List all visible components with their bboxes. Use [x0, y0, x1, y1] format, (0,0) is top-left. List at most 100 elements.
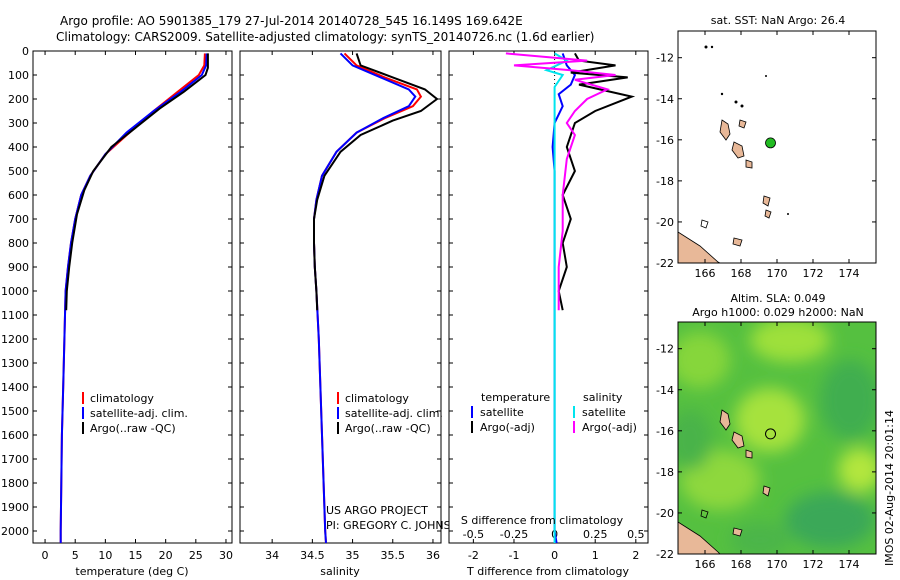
legend-label-satellite: satellite-adj. clim. — [345, 407, 443, 420]
new-caledonia-land — [678, 521, 721, 554]
islet — [720, 92, 724, 96]
salinity-axis-ticks: 34 34.5 35 35.5 36 — [265, 51, 440, 562]
sst-latitude-ticks: -12 -14 -16 -18 -20 -22 — [656, 52, 876, 270]
depth-tick-label: 400 — [8, 141, 29, 154]
depth-tick-label: 900 — [8, 261, 29, 274]
temperature-axes — [32, 50, 233, 544]
salinity-depth-ticks — [240, 50, 441, 532]
latitude-tick-label: -18 — [656, 175, 674, 188]
latitude-tick-label: -18 — [656, 466, 674, 479]
depth-tick-label: 700 — [8, 213, 29, 226]
longitude-tick-label: 172 — [803, 558, 824, 571]
temperature-tick-label: 30 — [219, 549, 233, 562]
latitude-tick-label: -20 — [656, 216, 674, 229]
island — [745, 159, 753, 169]
depth-tick-label: 1700 — [1, 453, 29, 466]
latitude-tick-label: -12 — [656, 52, 674, 65]
longitude-tick-label: 166 — [695, 558, 716, 571]
reef — [700, 509, 709, 519]
sla-map-panel: Altim. SLA: 0.049 Argo h1000: 0.029 h200… — [656, 292, 877, 571]
longitude-tick-label: 174 — [839, 558, 860, 571]
latitude-tick-label: -20 — [656, 507, 674, 520]
t-difference-tick-label: 2 — [632, 549, 639, 562]
latitude-tick-label: -16 — [656, 134, 674, 147]
island — [762, 485, 771, 497]
depth-tick-label: 1500 — [1, 405, 29, 418]
legend-label-climatology: climatology — [90, 392, 154, 405]
s-difference-tick-label: -0.25 — [500, 528, 528, 541]
legend-title-salinity: salinity — [583, 391, 623, 404]
sst-map-title: sat. SST: NaN Argo: 26.4 — [711, 14, 845, 27]
temperature-tick-label: 5 — [72, 549, 79, 562]
temperature-tick-label: 15 — [129, 549, 143, 562]
imos-timestamp: IMOS 02-Aug-2014 20:01:14 — [883, 410, 896, 566]
s-difference-xlabel: S difference from climatology — [461, 514, 624, 527]
latitude-tick-label: -14 — [656, 93, 674, 106]
figure-title-line1: Argo profile: AO 5901385_179 27-Jul-2014… — [60, 14, 523, 28]
difference-lines — [505, 52, 636, 544]
temperature-tick-label: 20 — [159, 549, 173, 562]
pi-label: PI: GREGORY C. JOHNSON — [326, 519, 467, 532]
float-position-marker — [765, 428, 777, 440]
difference-legend: temperature salinity satellite Argo(-adj… — [471, 391, 637, 434]
reef — [700, 219, 709, 229]
t-difference-tick-label: 0 — [551, 549, 558, 562]
latitude-tick-label: -16 — [656, 425, 674, 438]
sla-field-texture — [678, 322, 876, 554]
depth-tick-label: 600 — [8, 189, 29, 202]
temperature-axis-ticks: 0 5 10 15 20 25 30 — [42, 51, 233, 562]
sla-latitude-ticks: -12 -14 -16 -18 -20 -22 — [656, 343, 876, 561]
sst-map-background — [678, 31, 876, 263]
island — [732, 237, 743, 247]
salinity-tick-label: 35 — [346, 549, 360, 562]
salinity-legend: climatology satellite-adj. clim. Argo(..… — [337, 392, 443, 435]
salinity-panel: 34 34.5 35 35.5 36 salinity climatology sate… — [239, 50, 467, 578]
sla-map-title-line2: Argo h1000: 0.029 h2000: NaN — [692, 306, 864, 319]
island — [719, 409, 731, 431]
legend-label-satellite: satellite-adj. clim. — [90, 407, 188, 420]
temperature-lines — [59, 53, 209, 543]
series-line-s-argo-adj- — [505, 52, 616, 311]
legend-label-t-satellite: satellite — [480, 406, 524, 419]
series-line-argo-raw-qc- — [65, 53, 209, 311]
salinity-axes — [239, 50, 442, 544]
salinity-xlabel: salinity — [320, 565, 360, 578]
islet — [734, 100, 738, 104]
island — [731, 141, 745, 159]
series-line-t-argo-adj- — [557, 52, 636, 311]
longitude-tick-label: 172 — [803, 267, 824, 280]
islet — [787, 213, 789, 215]
t-difference-axis-ticks: -2 -1 0 1 2 — [468, 51, 639, 562]
salinity-tick-label: 35.5 — [381, 549, 406, 562]
longitude-tick-label: 168 — [731, 267, 752, 280]
project-label: US ARGO PROJECT — [326, 504, 428, 517]
depth-tick-label: 500 — [8, 165, 29, 178]
sst-map-coast — [678, 45, 789, 263]
depth-tick-label: 200 — [8, 93, 29, 106]
depth-tick-label: 2000 — [1, 525, 29, 538]
latitude-tick-label: -22 — [656, 257, 674, 270]
salinity-tick-label: 36 — [426, 549, 440, 562]
sla-heatmap — [678, 322, 876, 554]
s-difference-tick-label: -0.5 — [463, 528, 484, 541]
temperature-tick-label: 10 — [98, 549, 112, 562]
difference-panel: -2 -1 0 1 2 -0.5 -0.25 0 0.25 0.5 S difference f… — [448, 50, 649, 578]
t-difference-tick-label: 1 — [592, 549, 599, 562]
islet — [710, 45, 714, 49]
latitude-tick-label: -14 — [656, 384, 674, 397]
longitude-tick-label: 166 — [695, 267, 716, 280]
island — [745, 449, 753, 459]
island — [732, 527, 743, 537]
longitude-tick-label: 170 — [767, 267, 788, 280]
depth-tick-label: 800 — [8, 237, 29, 250]
depth-axis-ticks: 0 100 200 300 400 500 600 700 800 900 1000 1100 1200… — [1, 45, 232, 538]
legend-title-temperature: temperature — [481, 391, 550, 404]
depth-tick-label: 1300 — [1, 357, 29, 370]
legend-label-argo: Argo(..raw -QC) — [90, 422, 176, 435]
t-difference-xlabel: T difference from climatology — [466, 565, 629, 578]
depth-tick-label: 1400 — [1, 381, 29, 394]
depth-tick-label: 1900 — [1, 501, 29, 514]
temperature-panel: 0100200300400500600700800900100011001200… — [1, 45, 233, 578]
temperature-tick-label: 25 — [189, 549, 203, 562]
islet — [765, 75, 767, 77]
